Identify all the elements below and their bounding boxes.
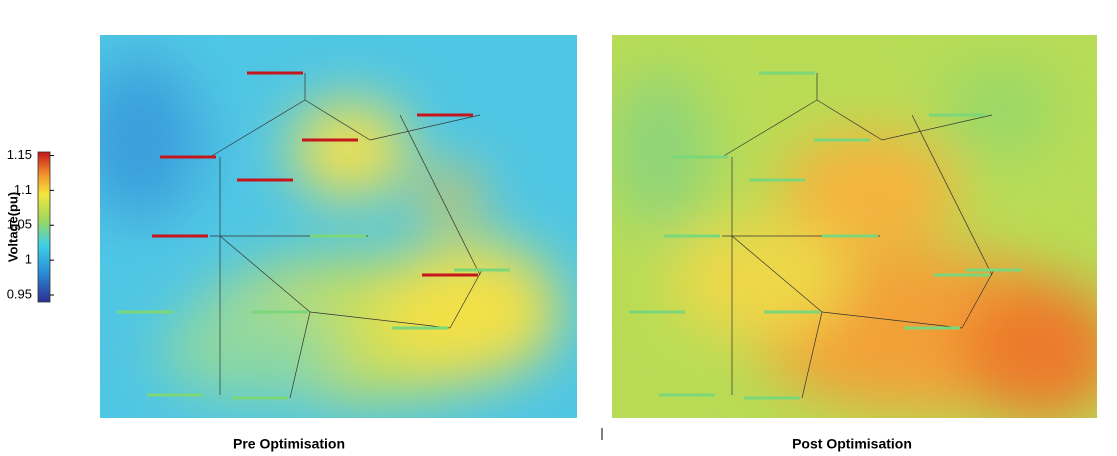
colorbar-tick-label: 1.1 (14, 182, 32, 197)
branch (961, 269, 995, 329)
branch (209, 99, 306, 158)
post-heatmap (612, 35, 1097, 418)
colorbar-tick-label: 1.15 (7, 147, 32, 162)
colorbar: Voltage(pu) (5, 151, 51, 303)
branch (731, 235, 823, 313)
colorbar-label: Voltage(pu) (5, 192, 20, 263)
colorbar-tick-label: 0.95 (7, 286, 32, 301)
colorbar-tick-label: 1 (25, 252, 32, 267)
branch (399, 114, 481, 276)
network-pre (117, 71, 510, 400)
branch (309, 311, 451, 329)
branch (289, 311, 311, 399)
network-post (629, 71, 1022, 400)
pre-heatmap (100, 35, 577, 418)
branch (369, 114, 481, 141)
branch (881, 114, 993, 141)
colorbar-tick-label: 1.05 (7, 217, 32, 232)
branch (816, 99, 883, 141)
branch (304, 99, 371, 141)
branch (219, 235, 311, 313)
branch (721, 99, 818, 158)
branch (821, 311, 963, 329)
panel-caption: Pre Optimisation (233, 436, 345, 452)
branch (911, 114, 993, 276)
branch (449, 269, 483, 329)
branch (801, 311, 823, 399)
colorbar-scale (37, 151, 51, 303)
panel-caption: Post Optimisation (792, 436, 912, 452)
